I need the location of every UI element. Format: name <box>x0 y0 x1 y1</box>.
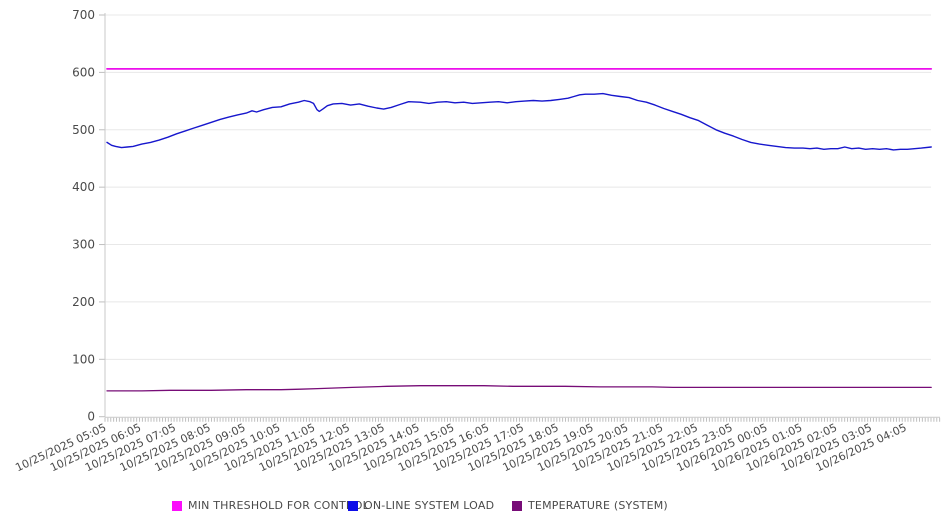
y-axis-tick-label: 100 <box>72 352 95 366</box>
y-axis-tick-label: 400 <box>72 180 95 194</box>
y-axis-tick-label: 200 <box>72 295 95 309</box>
legend-item-2: TEMPERATURE (SYSTEM) <box>512 499 668 512</box>
legend-swatch-icon <box>348 500 358 511</box>
x-axis-minor-ticks <box>104 417 941 422</box>
y-axis-tick-label: 700 <box>72 8 95 22</box>
legend-item-1: ON-LINE SYSTEM LOAD <box>348 499 494 512</box>
legend-item-0: MIN THRESHOLD FOR CONTROL <box>172 499 369 512</box>
y-axis-tick-label: 500 <box>72 123 95 137</box>
legend-label: TEMPERATURE (SYSTEM) <box>528 499 668 512</box>
legend-swatch-icon <box>172 500 182 511</box>
series-line-1 <box>106 92 932 151</box>
legend-label: ON-LINE SYSTEM LOAD <box>364 499 495 512</box>
series-line-2 <box>106 385 932 392</box>
legend-label: MIN THRESHOLD FOR CONTROL <box>188 499 369 512</box>
chart-legend: MIN THRESHOLD FOR CONTROL ON-LINE SYSTEM … <box>0 499 946 519</box>
legend-swatch-icon <box>512 500 522 511</box>
y-axis-tick-label: 0 <box>87 410 95 424</box>
y-axis-tick-label: 300 <box>72 238 95 252</box>
y-axis-tick-label: 600 <box>72 65 95 79</box>
